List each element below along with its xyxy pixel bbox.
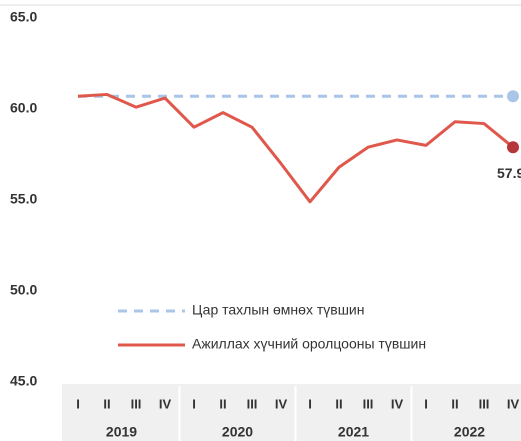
x-tick-label: II [219, 396, 226, 411]
x-axis-band [62, 384, 521, 441]
x-group-label: 2022 [454, 424, 485, 440]
x-tick-label: I [308, 396, 312, 411]
x-tick-label: II [451, 396, 458, 411]
legend-label: Цар тахлын өмнөх түвшин [192, 302, 364, 318]
x-tick-label: IV [275, 396, 288, 411]
x-tick-label: I [192, 396, 196, 411]
x-group-label: 2021 [338, 424, 369, 440]
y-tick-label: 45.0 [10, 373, 37, 389]
legend-label: Ажиллах хүчний оролцооны түвшин [192, 336, 426, 352]
data-label: 57.9 [497, 165, 521, 181]
y-tick-label: 60.0 [10, 100, 37, 116]
x-tick-label: III [131, 396, 142, 411]
x-tick-label: III [363, 396, 374, 411]
x-tick-label: IV [391, 396, 404, 411]
y-tick-label: 55.0 [10, 191, 37, 207]
x-group-label: 2020 [222, 424, 253, 440]
x-tick-label: IV [507, 396, 520, 411]
x-tick-label: II [103, 396, 110, 411]
x-tick-label: III [479, 396, 490, 411]
x-tick-label: IV [159, 396, 172, 411]
y-tick-label: 65.0 [10, 9, 37, 25]
x-group-label: 2019 [106, 424, 137, 440]
x-tick-label: I [424, 396, 428, 411]
x-tick-label: III [247, 396, 258, 411]
end-marker [507, 90, 519, 103]
x-tick-label: II [335, 396, 342, 411]
end-marker [507, 141, 519, 154]
x-tick-label: I [76, 396, 80, 411]
y-tick-label: 50.0 [10, 282, 37, 298]
series-line [77, 92, 514, 204]
